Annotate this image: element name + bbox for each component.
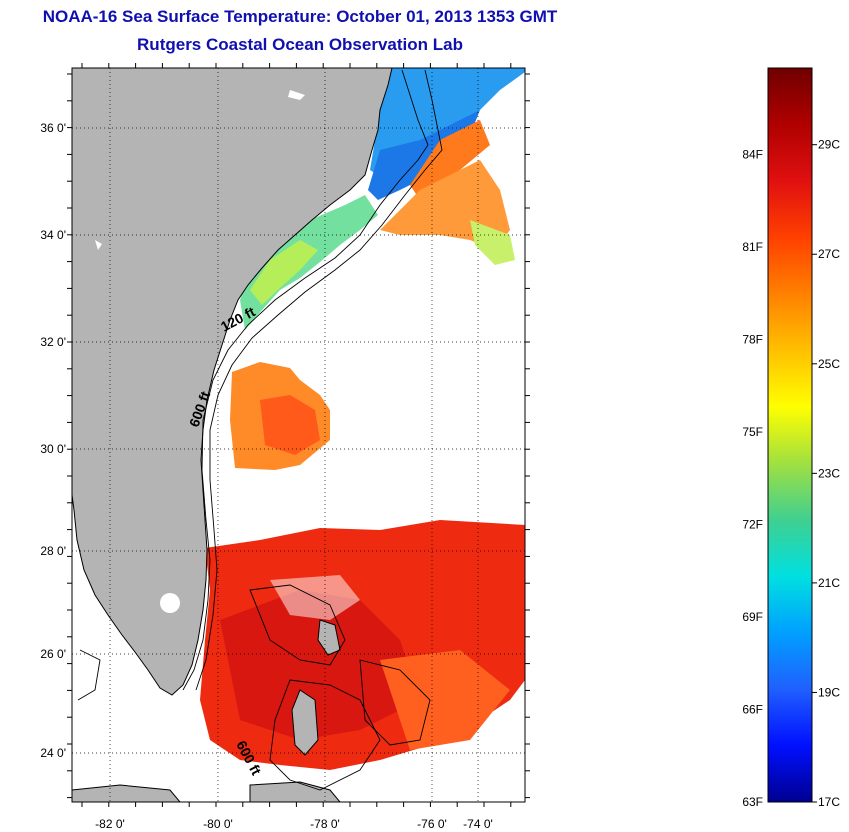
- colorbar-f-label: 75F: [742, 425, 763, 439]
- colorbar-c-label: 17C: [818, 795, 840, 809]
- longitude-label: -80 0': [203, 817, 233, 831]
- map-subtitle: Rutgers Coastal Ocean Observation Lab: [137, 35, 463, 54]
- colorbar-c-label: 21C: [818, 576, 840, 590]
- latitude-labels: 36 0' 34 0' 32 0' 30 0' 28 0' 26 0' 24 0': [40, 121, 66, 760]
- colorbar: [767, 67, 813, 803]
- longitude-label: -74 0': [463, 817, 493, 831]
- latitude-label: 32 0': [40, 335, 66, 349]
- latitude-label: 30 0': [40, 442, 66, 456]
- colorbar-fahrenheit-labels: 84F 81F 78F 75F 72F 69F 66F 63F: [742, 147, 763, 809]
- colorbar-f-label: 78F: [742, 332, 763, 346]
- lake-okeechobee: [160, 593, 180, 613]
- colorbar-c-label: 27C: [818, 247, 840, 261]
- longitude-label: -82 0': [95, 817, 125, 831]
- colorbar-c-label: 19C: [818, 685, 840, 699]
- colorbar-c-label: 29C: [818, 138, 840, 152]
- longitude-label: -76 0': [417, 817, 447, 831]
- colorbar-ticks: [812, 144, 817, 803]
- colorbar-celsius-labels: 29C 27C 25C 23C 21C 19C 17C: [818, 138, 840, 809]
- colorbar-f-label: 72F: [742, 517, 763, 531]
- colorbar-c-label: 25C: [818, 357, 840, 371]
- longitude-labels: -82 0' -80 0' -78 0' -76 0' -74 0': [95, 817, 493, 831]
- colorbar-f-label: 66F: [742, 702, 763, 716]
- sst-data-layer: [200, 68, 525, 770]
- lake-icon: [288, 90, 305, 100]
- graticule: [67, 63, 530, 807]
- latitude-label: 26 0': [40, 647, 66, 661]
- latitude-label: 28 0': [40, 544, 66, 558]
- colorbar-c-label: 23C: [818, 466, 840, 480]
- map-title: NOAA-16 Sea Surface Temperature: October…: [42, 7, 558, 26]
- map-frame: [71, 67, 526, 803]
- bathymetry-contours: [77, 69, 443, 791]
- colorbar-f-label: 81F: [742, 240, 763, 254]
- colorbar-f-label: 69F: [742, 610, 763, 624]
- latitude-label: 24 0': [40, 746, 66, 760]
- lake-icon: [95, 240, 102, 250]
- latitude-label: 34 0': [40, 228, 66, 242]
- longitude-label: -78 0': [310, 817, 340, 831]
- colorbar-f-label: 63F: [742, 795, 763, 809]
- land-mass: [72, 68, 393, 802]
- latitude-label: 36 0': [40, 121, 66, 135]
- colorbar-f-label: 84F: [742, 147, 763, 161]
